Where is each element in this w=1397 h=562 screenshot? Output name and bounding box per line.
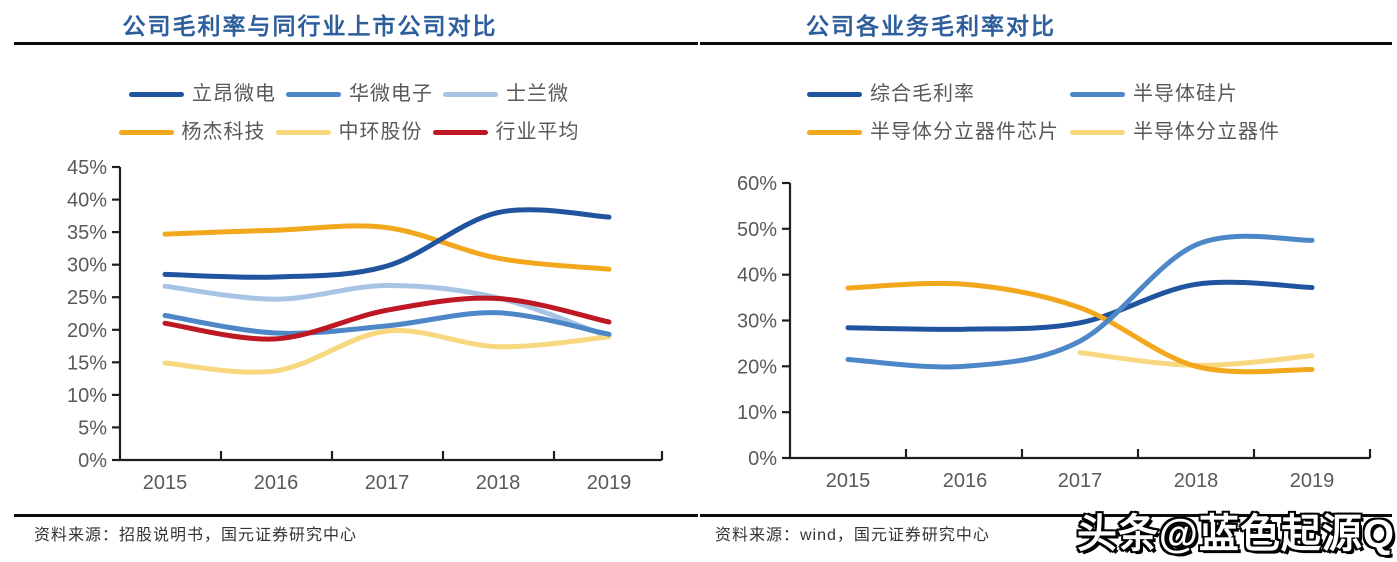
svg-text:2018: 2018 bbox=[1174, 470, 1219, 492]
legend-item: 半导体分立器件芯片 bbox=[807, 120, 1059, 144]
legend-item: 半导体分立器件 bbox=[1070, 120, 1280, 144]
source-divider bbox=[14, 514, 698, 517]
legend-row: 杨杰科技 中环股份 行业平均 bbox=[0, 120, 698, 144]
legend-label: 中环股份 bbox=[338, 121, 423, 143]
svg-text:45%: 45% bbox=[67, 157, 107, 179]
legend-label: 士兰微 bbox=[506, 83, 569, 105]
legend-item: 士兰微 bbox=[443, 82, 569, 106]
legend-swatch bbox=[118, 129, 174, 135]
svg-text:10%: 10% bbox=[67, 385, 107, 407]
series-line-5 bbox=[162, 295, 612, 342]
source-note: 资料来源：wind，国元证券研究中心 bbox=[715, 527, 990, 544]
axes bbox=[782, 181, 1372, 460]
legend-item: 行业平均 bbox=[432, 120, 580, 144]
svg-text:2016: 2016 bbox=[943, 470, 988, 492]
legend-item: 中环股份 bbox=[275, 120, 423, 144]
svg-text:2015: 2015 bbox=[826, 470, 871, 492]
svg-text:40%: 40% bbox=[737, 265, 777, 287]
svg-text:0%: 0% bbox=[748, 448, 777, 470]
svg-text:25%: 25% bbox=[67, 287, 107, 309]
line-chart-svg: 0% 10% 20% 30% 40% 50% 60% 2015 2016 2017 2018 2019 bbox=[737, 173, 1372, 492]
legend-swatch bbox=[129, 91, 184, 97]
watermark: 头条@蓝色起源Q bbox=[1075, 511, 1395, 558]
legend-item: 半导体硅片 bbox=[1070, 82, 1238, 106]
source-divider bbox=[700, 514, 1392, 517]
legend-label: 半导体硅片 bbox=[1133, 83, 1238, 105]
legend-swatch bbox=[443, 91, 498, 97]
legend-label: 立昂微电 bbox=[192, 83, 276, 105]
svg-text:40%: 40% bbox=[67, 190, 107, 212]
svg-text:2019: 2019 bbox=[1290, 470, 1335, 492]
chart-legend: 立昂微电 华微电子 士兰微杨杰科技 中环股份 行业平均 bbox=[0, 82, 698, 158]
source-note: 资料来源：招股说明书，国元证券研究中心 bbox=[34, 527, 358, 544]
svg-text:2018: 2018 bbox=[476, 472, 521, 494]
legend-swatch bbox=[807, 91, 862, 97]
legend-swatch bbox=[1070, 129, 1125, 135]
svg-text:2017: 2017 bbox=[1058, 470, 1103, 492]
legend-label: 行业平均 bbox=[495, 121, 580, 143]
svg-text:2015: 2015 bbox=[143, 472, 188, 494]
svg-text:60%: 60% bbox=[737, 173, 777, 195]
svg-text:2016: 2016 bbox=[254, 472, 299, 494]
svg-text:50%: 50% bbox=[737, 219, 777, 241]
line-chart: 0% 5% 10% 15% 20% 25% 30% 35% 40% 45% 2015 2016 2017… bbox=[0, 148, 698, 510]
svg-text:30%: 30% bbox=[737, 311, 777, 333]
legend-label: 华微电子 bbox=[349, 83, 433, 105]
title-divider bbox=[700, 42, 1392, 45]
series-line-2 bbox=[162, 282, 612, 340]
series-line-3 bbox=[1077, 350, 1315, 368]
svg-text:5%: 5% bbox=[78, 417, 107, 439]
legend-item: 综合毛利率 bbox=[807, 82, 975, 106]
chart-title: 公司各业务毛利率对比 bbox=[806, 13, 1056, 39]
legend-row: 综合毛利率 半导体硅片 bbox=[699, 82, 1397, 106]
legend-label: 杨杰科技 bbox=[181, 121, 266, 143]
svg-text:2019: 2019 bbox=[587, 472, 632, 494]
svg-text:10%: 10% bbox=[737, 402, 777, 424]
legend-item: 立昂微电 bbox=[129, 82, 276, 106]
svg-text:20%: 20% bbox=[67, 320, 107, 342]
legend-label: 半导体分立器件 bbox=[1133, 121, 1280, 143]
line-chart-svg: 0% 5% 10% 15% 20% 25% 30% 35% 40% 45% 2015 2016 2017… bbox=[67, 157, 664, 494]
chart-panel-right: 公司各业务毛利率对比 综合毛利率 半导体硅片半导体分立器件芯片 半导体分立器件 0%… bbox=[699, 0, 1397, 562]
svg-text:20%: 20% bbox=[737, 356, 777, 378]
legend-label: 综合毛利率 bbox=[870, 83, 975, 105]
legend-swatch bbox=[432, 129, 488, 135]
svg-text:15%: 15% bbox=[67, 352, 107, 374]
axes bbox=[112, 165, 664, 462]
legend-swatch bbox=[1070, 91, 1125, 97]
chart-legend: 综合毛利率 半导体硅片半导体分立器件芯片 半导体分立器件 bbox=[699, 82, 1397, 158]
legend-label: 半导体分立器件芯片 bbox=[870, 121, 1059, 143]
legend-item: 杨杰科技 bbox=[118, 120, 266, 144]
chart-title: 公司毛利率与同行业上市公司对比 bbox=[122, 13, 498, 39]
svg-text:35%: 35% bbox=[67, 222, 107, 244]
legend-swatch bbox=[807, 129, 862, 135]
axis-labels: 0% 10% 20% 30% 40% 50% 60% 2015 2016 2017 2018 2019 bbox=[737, 173, 1334, 492]
title-divider bbox=[14, 42, 698, 45]
legend-item: 华微电子 bbox=[286, 82, 433, 106]
legend-swatch bbox=[286, 91, 341, 97]
series-line-0 bbox=[162, 207, 612, 280]
legend-row: 立昂微电 华微电子 士兰微 bbox=[0, 82, 698, 106]
series-line-4 bbox=[162, 328, 612, 375]
svg-text:0%: 0% bbox=[78, 450, 107, 472]
line-chart: 0% 10% 20% 30% 40% 50% 60% 2015 2016 2017 2018 2019 bbox=[699, 148, 1397, 510]
legend-row: 半导体分立器件芯片 半导体分立器件 bbox=[699, 120, 1397, 144]
series-line-0 bbox=[845, 279, 1315, 332]
series-line-2 bbox=[845, 280, 1315, 375]
series-line-1 bbox=[845, 233, 1315, 370]
chart-panel-left: 公司毛利率与同行业上市公司对比 立昂微电 华微电子 士兰微 杨杰科技 中环股份 行业平均 … bbox=[0, 0, 698, 562]
svg-text:30%: 30% bbox=[67, 255, 107, 277]
legend-swatch bbox=[275, 129, 331, 135]
axis-labels: 0% 5% 10% 15% 20% 25% 30% 35% 40% 45% 2015 2016 2017… bbox=[67, 157, 631, 494]
series-line-1 bbox=[162, 310, 612, 337]
svg-text:2017: 2017 bbox=[365, 472, 410, 494]
series-line-3 bbox=[162, 223, 612, 272]
